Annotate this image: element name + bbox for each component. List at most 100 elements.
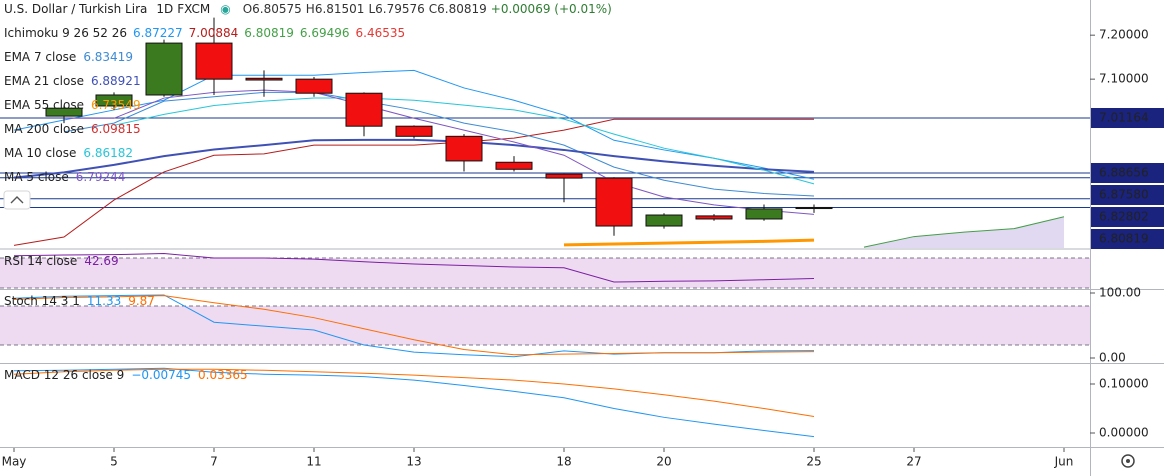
indicator-line <box>13 253 815 283</box>
panel-legend: MACD 12 26 close 9 −0.00745 0.03365 <box>4 368 248 382</box>
settings-icon[interactable] <box>1121 454 1135 468</box>
legend-value: 11.33 <box>87 294 121 308</box>
x-tick-label: 20 <box>656 455 671 469</box>
legend-value: 6.80819 <box>244 26 294 40</box>
indicator-line <box>13 69 815 180</box>
indicator-line <box>113 97 815 185</box>
x-tick-label: Jun <box>1054 455 1074 469</box>
collapse-button[interactable] <box>3 190 31 210</box>
status-dot: ◉ <box>220 2 230 16</box>
legend-name: Ichimoku 9 26 52 26 <box>4 26 127 40</box>
candles-layer <box>45 17 833 236</box>
legend-name: MA 200 close <box>4 122 84 136</box>
legend-name: EMA 21 close <box>4 74 84 88</box>
candle-body <box>745 208 783 220</box>
indicator-line <box>563 238 815 247</box>
candle-body <box>345 92 383 127</box>
legend-value: 0.03365 <box>198 368 248 382</box>
price-label-box <box>1091 108 1164 129</box>
indicator-legend: MA 200 close 6.09815 <box>4 122 141 136</box>
header: U.S. Dollar / Turkish Lira 1D FXCM ◉ O6.8057… <box>4 2 612 16</box>
candle-body <box>695 215 733 220</box>
legend-value: 42.69 <box>84 254 118 268</box>
panel-legend: RSI 14 close 42.69 <box>4 254 119 268</box>
indicator-line <box>63 91 815 197</box>
legend-name: EMA 55 close <box>4 98 84 112</box>
indicator-line <box>863 216 1065 248</box>
candle-body <box>445 135 483 162</box>
candle-body <box>645 214 683 227</box>
legend-value: 6.83419 <box>83 50 133 64</box>
symbol-title: U.S. Dollar / Turkish Lira <box>4 2 147 16</box>
indicator-legend: EMA 7 close 6.83419 <box>4 50 133 64</box>
price-label: 6.80819 <box>1099 232 1149 246</box>
candle-body <box>395 125 433 137</box>
legend-value: 7.00884 <box>189 26 239 40</box>
legend-value: 6.79244 <box>76 170 126 184</box>
legend-value: 6.86182 <box>83 146 133 160</box>
legend-value: 6.69496 <box>300 26 350 40</box>
candle-body <box>245 77 283 81</box>
band-fill <box>0 305 1090 345</box>
indicator-legend: EMA 55 close 6.73549 <box>4 98 141 112</box>
candle-body <box>145 42 183 96</box>
fills-layer <box>0 216 1090 345</box>
ohlc-value: C6.80819 <box>429 2 487 16</box>
panel-legend: Stoch 14 3 1 11.33 9.87 <box>4 294 155 308</box>
candle-body <box>45 107 83 117</box>
price-label-box <box>1091 229 1164 250</box>
price-label: 6.82802 <box>1099 210 1149 224</box>
lines-layer <box>13 69 1065 438</box>
interval: 1D <box>156 2 173 16</box>
legend-name: MACD 12 26 close 9 <box>4 368 124 382</box>
y-tick-label: 0.10000 <box>1099 376 1149 390</box>
indicator-legend: Ichimoku 9 26 52 26 6.87227 7.00884 6.80819… <box>4 26 405 40</box>
x-tick-label: 18 <box>556 455 571 469</box>
indicator-legend: MA 10 close 6.86182 <box>4 146 133 160</box>
source: FXCM <box>177 2 210 16</box>
candle-body <box>545 173 583 179</box>
candle-body <box>495 161 533 170</box>
ohlc-value: H6.81501 <box>306 2 365 16</box>
ohlc-value: L6.79576 <box>368 2 424 16</box>
x-tick-label: 7 <box>210 455 218 469</box>
indicator-line <box>13 118 814 246</box>
legend-name: MA 10 close <box>4 146 76 160</box>
legend-name: Stoch 14 3 1 <box>4 294 80 308</box>
x-tick-label: 5 <box>110 455 118 469</box>
legend-name: EMA 7 close <box>4 50 76 64</box>
legend-layer: RSI 14 close 42.69 Stoch 14 3 1 11.33 9.87 MA… <box>4 2 612 382</box>
y-tick-label: 0.00 <box>1099 350 1126 364</box>
legend-value: 6.87227 <box>133 26 183 40</box>
x-tick-label: 25 <box>806 455 821 469</box>
indicator-line <box>13 367 815 438</box>
legend-value: 6.88921 <box>91 74 141 88</box>
settings-icon-center <box>1126 459 1130 463</box>
indicator-line <box>13 295 815 356</box>
candle-body <box>195 42 233 80</box>
legend-name: RSI 14 close <box>4 254 77 268</box>
x-tick-label: May <box>2 455 27 469</box>
indicator-legend: EMA 21 close 6.88921 <box>4 74 141 88</box>
price-label-box <box>1091 185 1164 206</box>
price-label: 6.88656 <box>1099 166 1149 180</box>
x-tick-label: 11 <box>306 455 321 469</box>
y-tick-label: 7.10000 <box>1099 72 1149 86</box>
x-tick-label: 13 <box>406 455 421 469</box>
indicator-line <box>13 138 815 179</box>
x-tick-label: 27 <box>906 455 921 469</box>
candle-body <box>795 206 833 210</box>
ohlc-value: +0.00069 (+0.01%) <box>491 2 612 16</box>
band-fill <box>0 258 1090 289</box>
collapse-arrow <box>10 196 24 204</box>
indicator-legend: MA 5 close 6.79244 <box>4 170 125 184</box>
legend-value: 6.09815 <box>91 122 141 136</box>
candle-body <box>295 78 333 94</box>
y-tick-label: 0.00000 <box>1099 425 1149 439</box>
candle-body <box>595 177 633 227</box>
y-tick-label: 7.20000 <box>1099 28 1149 42</box>
price-label: 6.87580 <box>1099 188 1149 202</box>
